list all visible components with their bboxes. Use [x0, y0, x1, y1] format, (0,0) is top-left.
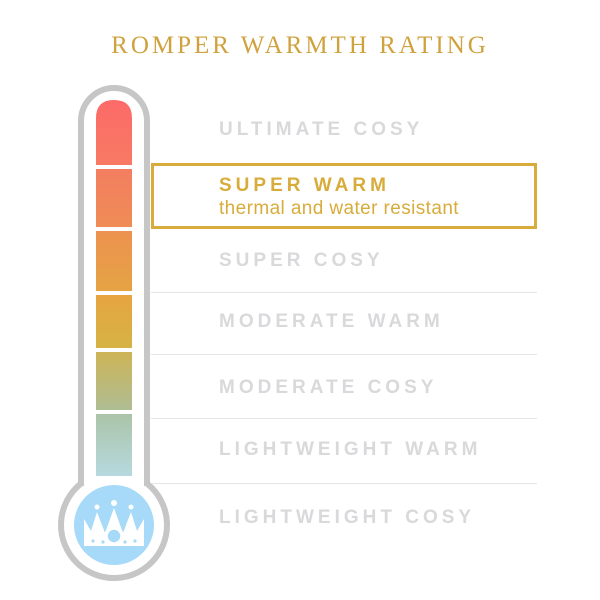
- thermometer-graphic: [58, 85, 170, 581]
- rating-super-warm-highlight-box: SUPER WARM thermal and water resistant: [151, 163, 537, 229]
- separator-line: [151, 292, 537, 293]
- rating-super-cosy: SUPER COSY: [219, 250, 384, 271]
- rating-lightweight-cosy: LIGHTWEIGHT COSY: [219, 507, 476, 528]
- rating-super-warm-sublabel: thermal and water resistant: [219, 198, 459, 219]
- crown-icon: [84, 500, 144, 546]
- thermometer-segment-1: [96, 100, 132, 165]
- separator-line: [151, 483, 537, 484]
- rating-moderate-cosy: MODERATE COSY: [219, 377, 438, 398]
- rating-moderate-warm: MODERATE WARM: [219, 311, 444, 332]
- thermometer-segment-4: [96, 295, 132, 348]
- thermometer-segment-5: [96, 352, 132, 410]
- thermometer-segment-6: [96, 414, 132, 476]
- separator-line: [151, 354, 537, 355]
- thermometer-segment-2: [96, 169, 132, 227]
- rating-lightweight-warm: LIGHTWEIGHT WARM: [219, 439, 482, 460]
- page-title: ROMPER WARMTH RATING: [111, 32, 489, 59]
- thermometer-segment-3: [96, 231, 132, 291]
- rating-super-warm-label: SUPER WARM: [219, 175, 390, 196]
- separator-line: [151, 418, 537, 419]
- rating-ultimate-cosy: ULTIMATE COSY: [219, 119, 424, 140]
